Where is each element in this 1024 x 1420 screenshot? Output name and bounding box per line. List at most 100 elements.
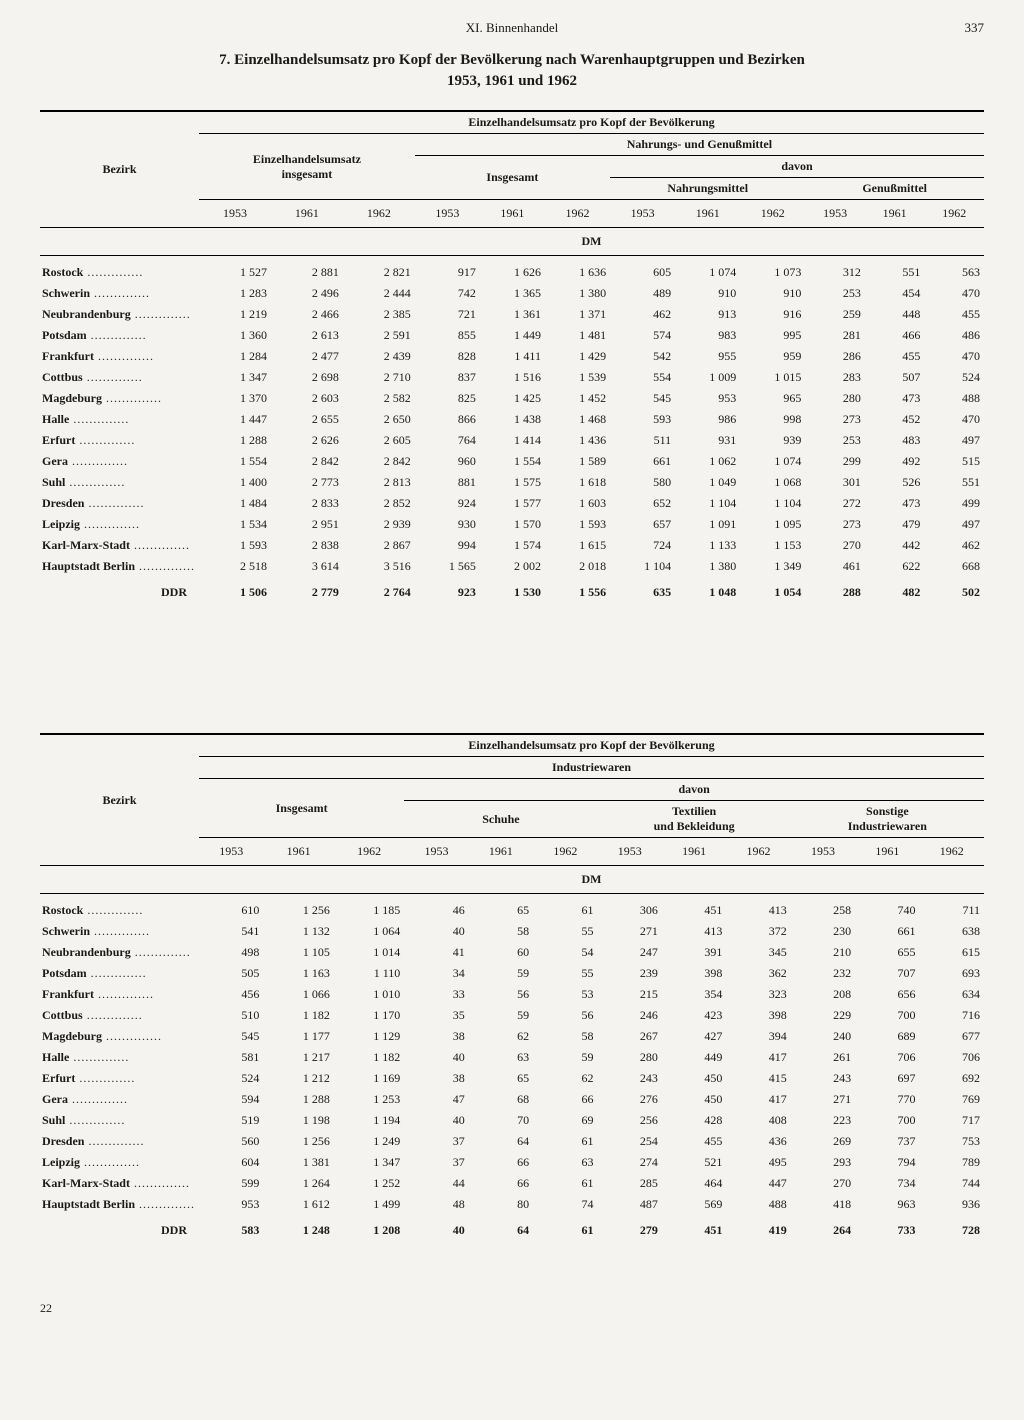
data-cell: 408 <box>726 1110 790 1131</box>
data-cell: 511 <box>610 430 675 451</box>
data-cell: 488 <box>924 388 984 409</box>
data-cell: 65 <box>469 1068 533 1089</box>
table-row: Erfurt5241 2121 169386562243450415243697… <box>40 1068 984 1089</box>
table-row: Frankfurt4561 0661 010335653215354323208… <box>40 984 984 1005</box>
data-cell: 706 <box>855 1047 919 1068</box>
data-cell: 1 468 <box>545 409 610 430</box>
data-cell: 66 <box>469 1152 533 1173</box>
data-cell: 910 <box>675 283 740 304</box>
data-cell: 2 842 <box>271 451 343 472</box>
table-row: Neubrandenburg4981 1051 0144160542473913… <box>40 942 984 963</box>
district-label: Hauptstadt Berlin <box>40 556 199 577</box>
table-nahrung: Bezirk Einzelhandelsumsatz pro Kopf der … <box>40 110 984 603</box>
data-cell: 1 177 <box>263 1026 333 1047</box>
data-cell: 470 <box>924 283 984 304</box>
data-cell: 254 <box>598 1131 662 1152</box>
data-cell: 354 <box>662 984 726 1005</box>
table-row: Magdeburg1 3702 6032 5828251 4251 452545… <box>40 388 984 409</box>
data-cell: 1 438 <box>480 409 545 430</box>
data-cell: 1 565 <box>415 556 480 577</box>
data-cell: 65 <box>469 900 533 921</box>
data-cell: 3 516 <box>343 556 415 577</box>
data-cell: 55 <box>533 963 597 984</box>
data-cell: 1 066 <box>263 984 333 1005</box>
data-cell: 1 574 <box>480 535 545 556</box>
district-label: Karl-Marx-Stadt <box>40 535 199 556</box>
data-cell: 837 <box>415 367 480 388</box>
data-cell: 454 <box>865 283 925 304</box>
data-cell: 1 429 <box>545 346 610 367</box>
ddr-cell: 1 506 <box>199 577 271 603</box>
data-cell: 515 <box>924 451 984 472</box>
ddr-row: DDR5831 2481 208406461279451419264733728 <box>40 1215 984 1241</box>
data-cell: 1 449 <box>480 325 545 346</box>
data-cell: 451 <box>662 900 726 921</box>
data-cell: 551 <box>865 262 925 283</box>
data-cell: 1 074 <box>675 262 740 283</box>
table-row: Erfurt1 2882 6262 6057641 4141 436511931… <box>40 430 984 451</box>
data-cell: 1 481 <box>545 325 610 346</box>
chapter-label: XI. Binnenhandel <box>90 20 934 36</box>
table-row: Magdeburg5451 1771 129386258267427394240… <box>40 1026 984 1047</box>
data-cell: 59 <box>533 1047 597 1068</box>
data-cell: 744 <box>920 1173 984 1194</box>
year-cell: 1961 <box>855 838 919 866</box>
data-cell: 913 <box>675 304 740 325</box>
data-cell: 692 <box>920 1068 984 1089</box>
table-row: Halle5811 2171 1824063592804494172617067… <box>40 1047 984 1068</box>
col-schuhe: Schuhe <box>404 801 597 838</box>
data-cell: 1 110 <box>334 963 404 984</box>
data-cell: 560 <box>199 1131 263 1152</box>
data-cell: 270 <box>791 1173 855 1194</box>
ddr-cell: 502 <box>924 577 984 603</box>
col-span1: Einzelhandelsumsatz pro Kopf der Bevölke… <box>199 111 984 134</box>
data-cell: 60 <box>469 942 533 963</box>
data-cell: 345 <box>726 942 790 963</box>
data-cell: 33 <box>404 984 468 1005</box>
ddr-cell: 40 <box>404 1215 468 1241</box>
data-cell: 464 <box>662 1173 726 1194</box>
data-cell: 449 <box>662 1047 726 1068</box>
data-cell: 470 <box>924 409 984 430</box>
col-gesamt: Einzelhandelsumsatzinsgesamt <box>199 134 415 200</box>
data-cell: 499 <box>924 493 984 514</box>
data-cell: 37 <box>404 1131 468 1152</box>
year-cell: 1962 <box>924 200 984 228</box>
district-label: Dresden <box>40 1131 199 1152</box>
data-cell: 1 283 <box>199 283 271 304</box>
table-row: Cottbus1 3472 6982 7108371 5161 5395541 … <box>40 367 984 388</box>
data-cell: 58 <box>469 921 533 942</box>
data-cell: 306 <box>598 900 662 921</box>
data-cell: 415 <box>726 1068 790 1089</box>
data-cell: 995 <box>740 325 805 346</box>
data-cell: 742 <box>415 283 480 304</box>
data-cell: 461 <box>805 556 865 577</box>
data-cell: 1 256 <box>263 900 333 921</box>
data-cell: 487 <box>598 1194 662 1215</box>
district-label: Cottbus <box>40 1005 199 1026</box>
table-row: Cottbus5101 1821 17035595624642339822970… <box>40 1005 984 1026</box>
data-cell: 2 813 <box>343 472 415 493</box>
data-cell: 1 636 <box>545 262 610 283</box>
data-cell: 55 <box>533 921 597 942</box>
data-cell: 1 371 <box>545 304 610 325</box>
district-label: Suhl <box>40 472 199 493</box>
data-cell: 524 <box>199 1068 263 1089</box>
data-cell: 1 153 <box>740 535 805 556</box>
data-cell: 1 349 <box>740 556 805 577</box>
data-cell: 286 <box>805 346 865 367</box>
data-cell: 551 <box>924 472 984 493</box>
ddr-cell: 635 <box>610 577 675 603</box>
table-industrie: Bezirk Einzelhandelsumsatz pro Kopf der … <box>40 733 984 1241</box>
data-cell: 2 603 <box>271 388 343 409</box>
data-cell: 1 284 <box>199 346 271 367</box>
data-cell: 769 <box>920 1089 984 1110</box>
table-row: Frankfurt1 2842 4772 4398281 4111 429542… <box>40 346 984 367</box>
year-cell: 1953 <box>415 200 480 228</box>
data-cell: 1 073 <box>740 262 805 283</box>
district-label: Gera <box>40 451 199 472</box>
data-cell: 960 <box>415 451 480 472</box>
data-cell: 448 <box>865 304 925 325</box>
data-cell: 2 710 <box>343 367 415 388</box>
data-cell: 428 <box>662 1110 726 1131</box>
